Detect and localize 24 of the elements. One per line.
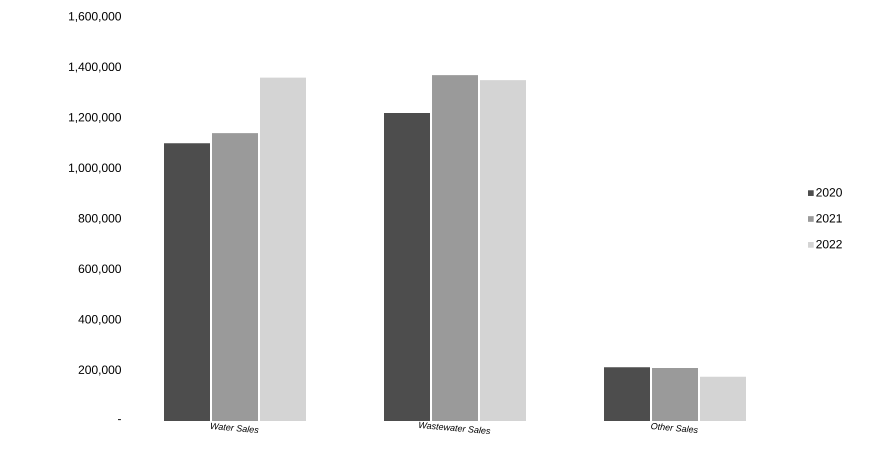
y-tick-label: 1,200,000 xyxy=(68,113,121,123)
legend-label: 2021 xyxy=(816,214,842,223)
y-tick-label: 1,000,000 xyxy=(68,164,121,174)
bar xyxy=(480,80,526,421)
legend-label: 2022 xyxy=(816,240,842,248)
y-tick-label: 600,000 xyxy=(78,264,121,274)
y-tick-label: - xyxy=(118,419,121,420)
y-tick-label: 400,000 xyxy=(78,315,121,325)
bar xyxy=(212,133,258,421)
legend-label: 2020 xyxy=(816,188,842,197)
bar xyxy=(700,376,746,421)
bar xyxy=(432,75,478,421)
bar xyxy=(260,78,306,421)
x-tick-label: Wastewater Sales xyxy=(419,422,490,434)
x-tick-label: Other Sales xyxy=(651,423,698,433)
y-tick-label: 200,000 xyxy=(78,366,121,376)
y-tick-label: 1,400,000 xyxy=(68,62,121,72)
y-tick-label: 800,000 xyxy=(78,214,121,224)
y-tick-label: 1,600,000 xyxy=(68,12,121,22)
x-tick-label: Water Sales xyxy=(211,422,259,434)
bar xyxy=(384,112,430,421)
bar xyxy=(652,368,698,421)
bar xyxy=(164,143,210,421)
bar xyxy=(604,367,650,421)
